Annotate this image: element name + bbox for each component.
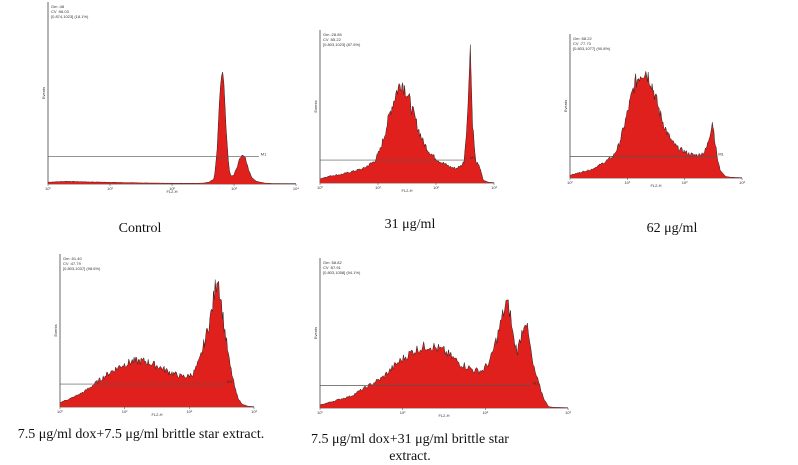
y-axis-label: Events (313, 100, 318, 112)
stats-text: [0.803,1058] (94.1%) (323, 270, 361, 275)
y-axis-label: Events (313, 327, 318, 339)
stats-text: CV :47.79 (63, 261, 82, 266)
histogram-panel-control: M1 Gm :48 CV :96.03 [0.874,1023] (18.1%) Eve… (40, 0, 300, 194)
gate-marker-label: M1 (261, 152, 267, 157)
stats-text: [0.803,1077] (90.8%) (573, 46, 611, 51)
histogram-area (320, 299, 568, 408)
x-tick-label: 10⁰ (567, 180, 573, 185)
x-tick-label: 10² (682, 180, 688, 185)
x-tick-label: 10² (186, 409, 192, 414)
stats-text: [0.803,1023] (87.5%) (323, 42, 361, 47)
chart-caption: 7.5 μg/ml dox+31 μg/ml brittle star extr… (311, 432, 509, 464)
histogram-outline (47, 71, 296, 184)
histogram-area (48, 72, 296, 184)
x-tick-label: 10² (482, 410, 488, 415)
y-axis-label: Events (41, 87, 46, 99)
x-tick-label: 10² (433, 185, 439, 190)
x-tick-label: 10⁰ (317, 410, 323, 415)
x-tick-label: 10³ (565, 410, 571, 415)
x-axis-label: FL2-H (650, 183, 661, 188)
chart-caption: 62 μg/ml (646, 221, 698, 236)
stats-text: CV :57.91 (323, 265, 342, 270)
histogram-outline (319, 299, 568, 408)
x-tick-label: 10⁰ (317, 185, 323, 190)
gate-marker-label: M1 (470, 155, 476, 160)
chart-caption: 31 μg/ml (384, 217, 436, 232)
y-axis-label: Events (563, 100, 568, 112)
x-tick-label: 10³ (251, 409, 257, 414)
x-axis-label: FL2-H (151, 412, 162, 417)
gate-marker-label: M1 (533, 381, 539, 386)
x-tick-label: 10⁰ (57, 409, 63, 414)
histogram-area (570, 71, 742, 178)
x-tick-label: 10³ (231, 186, 237, 191)
stats-text: [0.803,1037] (98.6%) (63, 266, 101, 271)
histogram-outline (319, 44, 495, 183)
x-tick-label: 10⁰ (45, 186, 51, 191)
x-tick-label: 10³ (739, 180, 745, 185)
stats-text: CV :77.73 (573, 41, 592, 46)
stats-text: Gm :28.85 (323, 32, 342, 37)
stats-text: [0.874,1023] (18.1%) (51, 14, 89, 19)
stats-text: Gm :58.82 (323, 260, 342, 265)
histogram-area (320, 44, 494, 183)
histogram-area (60, 279, 254, 407)
gate-marker-label: M1 (227, 379, 233, 384)
gate-marker-label: M1 (718, 151, 724, 156)
x-tick-label: 10¹ (122, 409, 128, 414)
y-axis-label: Events (53, 324, 58, 336)
histogram-panel-combo-7-5: M1 Gm :51.40 CV :47.79 [0.803,1037] (98.6%)… (52, 252, 258, 418)
chart-caption: 7.5 μg/ml dox+7.5 μg/ml brittle star ext… (17, 427, 265, 442)
x-tick-label: 10¹ (375, 185, 381, 190)
histogram-panel-62: M1 Gm :58.22 CV :77.73 [0.803,1077] (90.8%)… (562, 32, 746, 188)
x-tick-label: 10⁴ (293, 186, 299, 191)
histogram-panel-31: M1 Gm :28.85 CV :55.22 [0.803,1023] (87.5%)… (312, 28, 498, 194)
stats-text: Gm :48 (51, 4, 65, 9)
histogram-panel-combo-31: M1 Gm :58.82 CV :57.91 [0.803,1058] (94.1%)… (312, 256, 572, 418)
stats-text: CV :55.22 (323, 37, 342, 42)
x-tick-label: 10³ (491, 185, 497, 190)
chart-caption: Control (118, 221, 162, 236)
x-axis-label: FL2-H (401, 188, 412, 193)
stats-text: Gm :58.22 (573, 36, 592, 41)
x-axis-label: FL2-H (438, 413, 449, 418)
histogram-outline (570, 71, 742, 178)
x-tick-label: 10¹ (107, 186, 113, 191)
stats-text: Gm :51.40 (63, 256, 82, 261)
x-tick-label: 10¹ (624, 180, 630, 185)
stats-text: CV :96.03 (51, 9, 70, 14)
histogram-outline (59, 279, 255, 407)
x-axis-label: FL2-H (166, 189, 177, 194)
x-tick-label: 10² (169, 186, 175, 191)
x-tick-label: 10¹ (400, 410, 406, 415)
